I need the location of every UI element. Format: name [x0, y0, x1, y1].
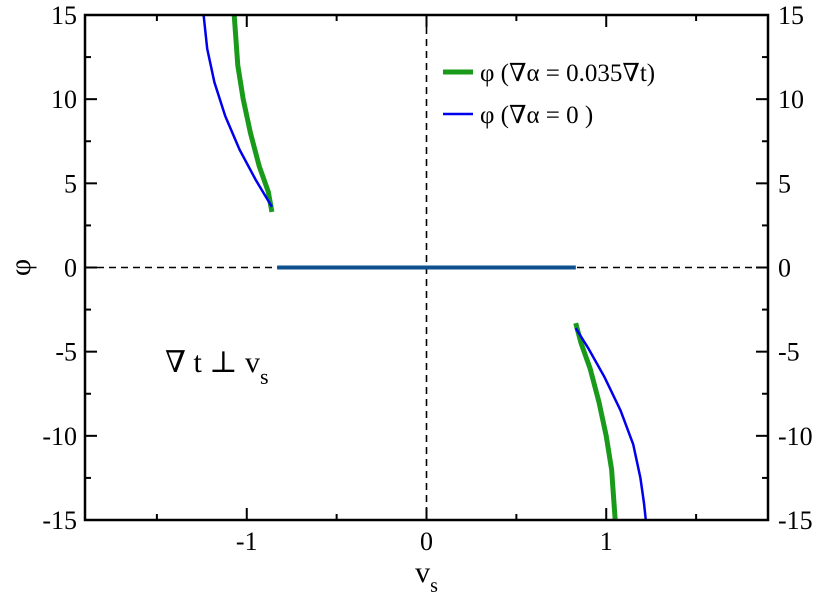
x-tick-label: 1 [600, 527, 613, 556]
y-tick-label-right: 15 [778, 1, 804, 30]
y-tick-label-left: 5 [64, 169, 77, 198]
y-tick-label-left: -10 [42, 422, 77, 451]
x-tick-label: 0 [420, 527, 433, 556]
x-axis-label-main: v [415, 556, 430, 589]
y-tick-label-right: -10 [778, 422, 813, 451]
series-0-segment-2 [573, 322, 618, 521]
series-1-segment-2 [574, 327, 648, 521]
legend: φ (∇α = 0.035∇t) φ (∇α = 0 ) [443, 60, 655, 129]
y-tick-label-left: -15 [42, 506, 77, 535]
y-tick-label-left: 0 [64, 254, 77, 283]
y-tick-label-right: 0 [778, 254, 791, 283]
annotation-sub: s [260, 364, 269, 389]
y-tick-label-right: 5 [778, 169, 791, 198]
series-layer [202, 14, 648, 521]
y-tick-label-left: 15 [51, 1, 77, 30]
annotation: ∇ t ⊥ vs [165, 346, 269, 389]
y-tick-label-right: 10 [778, 85, 804, 114]
series-0-segment-0 [231, 14, 275, 213]
y-tick-label-right: -15 [778, 506, 813, 535]
ticks [85, 14, 768, 521]
x-tick-label: -1 [236, 527, 258, 556]
y-tick-label-left: 10 [51, 85, 77, 114]
series-1-segment-0 [202, 14, 273, 208]
x-axis-label-sub: s [430, 575, 438, 594]
legend-label-blue: φ (∇α = 0 ) [480, 102, 593, 129]
y-tick-label-right: -5 [778, 338, 800, 367]
annotation-main: ∇ t ⊥ v [165, 346, 260, 379]
y-axis-label: φ [4, 259, 37, 276]
legend-label-green: φ (∇α = 0.035∇t) [480, 60, 655, 87]
x-axis-label: vs [415, 556, 438, 594]
y-tick-label-left: -5 [55, 338, 77, 367]
